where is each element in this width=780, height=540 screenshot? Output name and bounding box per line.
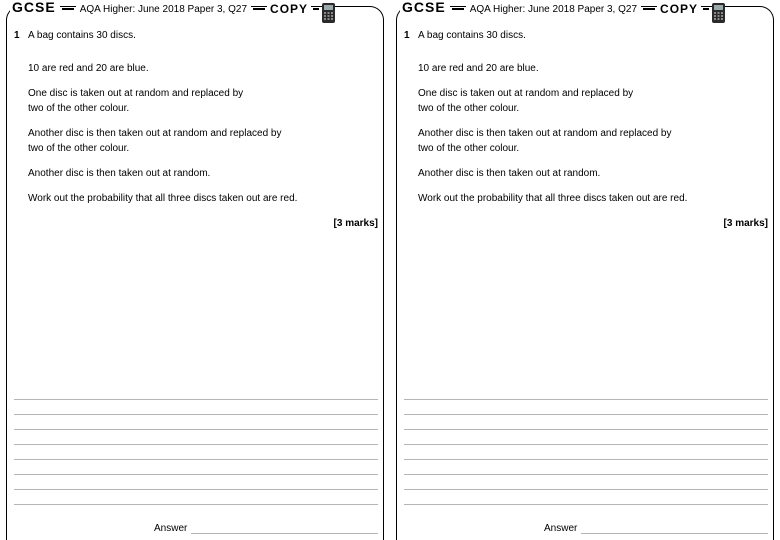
working-line [14, 400, 378, 415]
gcse-logo: GCSE [400, 0, 450, 15]
copy-label: COPY [657, 2, 701, 16]
gcse-logo: GCSE [10, 0, 60, 15]
working-line [14, 475, 378, 490]
q-line: Another disc is then taken out at random… [28, 126, 378, 156]
rule-icon [643, 8, 655, 9]
q-line: One disc is taken out at random and repl… [28, 86, 378, 116]
answer-row: Answer [14, 522, 378, 534]
q-line: A bag contains 30 discs. [418, 28, 526, 43]
rule-icon [253, 8, 265, 9]
rule-icon [313, 8, 319, 9]
working-line [404, 475, 768, 490]
working-line [404, 415, 768, 430]
marks-label: [3 marks] [404, 216, 768, 231]
working-line [404, 400, 768, 415]
marks-label: [3 marks] [14, 216, 378, 231]
working-line [404, 490, 768, 505]
working-line [14, 385, 378, 400]
q-line: Another disc is then taken out at random… [418, 166, 768, 181]
q-line: 10 are red and 20 are blue. [28, 61, 378, 76]
q-line: One disc is taken out at random and repl… [418, 86, 768, 116]
calculator-icon [321, 2, 336, 24]
q-line: Work out the probability that all three … [28, 191, 378, 206]
question-number: 1 [14, 28, 28, 53]
answer-line [191, 522, 378, 534]
header: GCSE AQA Higher: June 2018 Paper 3, Q27 … [400, 0, 770, 18]
q-line: Another disc is then taken out at random… [418, 126, 768, 156]
working-line [14, 445, 378, 460]
working-lines [14, 385, 378, 505]
question-body: 10 are red and 20 are blue. One disc is … [404, 61, 768, 206]
q-line: A bag contains 30 discs. [28, 28, 136, 43]
answer-line [581, 522, 768, 534]
answer-label: Answer [404, 523, 581, 534]
rule-icon [452, 8, 464, 9]
question-text: A bag contains 30 discs. [28, 28, 136, 53]
q-line: Another disc is then taken out at random… [28, 166, 378, 181]
working-line [14, 460, 378, 475]
calculator-icon [711, 2, 726, 24]
working-lines [404, 385, 768, 505]
question-content: 1 A bag contains 30 discs. 10 are red an… [404, 28, 768, 231]
worksheet-right: GCSE AQA Higher: June 2018 Paper 3, Q27 … [390, 0, 780, 540]
header: GCSE AQA Higher: June 2018 Paper 3, Q27 … [10, 0, 380, 18]
working-line [14, 415, 378, 430]
q-line: Work out the probability that all three … [418, 191, 768, 206]
question-body: 10 are red and 20 are blue. One disc is … [14, 61, 378, 206]
answer-label: Answer [14, 523, 191, 534]
working-line [404, 460, 768, 475]
rule-icon [62, 8, 74, 9]
working-line [404, 445, 768, 460]
q-line: 10 are red and 20 are blue. [418, 61, 768, 76]
copy-label: COPY [267, 2, 311, 16]
paper-reference: AQA Higher: June 2018 Paper 3, Q27 [76, 4, 251, 15]
working-line [404, 385, 768, 400]
rule-icon [703, 8, 709, 9]
question-text: A bag contains 30 discs. [418, 28, 526, 53]
working-line [14, 490, 378, 505]
question-number: 1 [404, 28, 418, 53]
worksheet-left: GCSE AQA Higher: June 2018 Paper 3, Q27 … [0, 0, 390, 540]
answer-row: Answer [404, 522, 768, 534]
working-line [404, 430, 768, 445]
question-content: 1 A bag contains 30 discs. 10 are red an… [14, 28, 378, 231]
paper-reference: AQA Higher: June 2018 Paper 3, Q27 [466, 4, 641, 15]
working-line [14, 430, 378, 445]
